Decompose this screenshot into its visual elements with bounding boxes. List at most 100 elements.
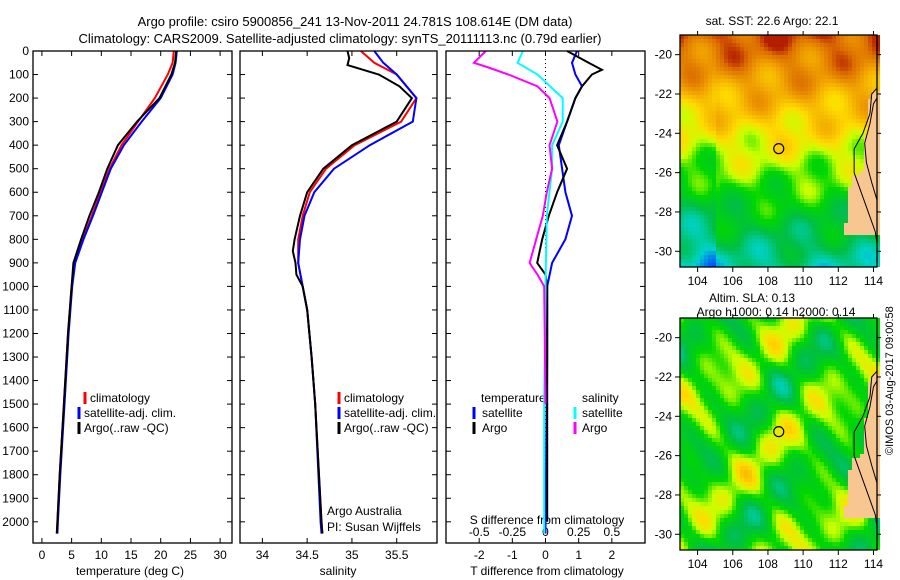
map-cell bbox=[708, 251, 712, 255]
map-cell bbox=[692, 55, 696, 59]
map-cell bbox=[812, 95, 816, 99]
map-cell bbox=[792, 255, 796, 259]
map-cell bbox=[696, 378, 700, 382]
map-cell bbox=[812, 223, 816, 227]
map-cell bbox=[840, 390, 844, 394]
map-cell bbox=[784, 438, 788, 442]
map-cell bbox=[764, 414, 768, 418]
map-cell bbox=[684, 418, 688, 422]
map-cell bbox=[768, 438, 772, 442]
map-cell bbox=[688, 227, 692, 231]
map-cell bbox=[868, 55, 872, 59]
map-cell bbox=[684, 243, 688, 247]
map-cell bbox=[872, 39, 876, 43]
map-cell bbox=[748, 171, 752, 175]
map-cell bbox=[796, 434, 800, 438]
map-cell bbox=[852, 215, 856, 219]
map-cell bbox=[768, 247, 772, 251]
map-cell bbox=[824, 127, 828, 131]
map-cell bbox=[788, 434, 792, 438]
map-cell bbox=[684, 207, 688, 211]
map-cell bbox=[792, 103, 796, 107]
map-cell bbox=[872, 71, 876, 75]
map-cell bbox=[780, 91, 784, 95]
map-cell bbox=[692, 119, 696, 123]
map-cell bbox=[720, 418, 724, 422]
map-cell bbox=[704, 139, 708, 143]
map-cell bbox=[720, 454, 724, 458]
map-cell bbox=[852, 326, 856, 330]
map-cell bbox=[712, 55, 716, 59]
map-cell bbox=[804, 247, 808, 251]
map-cell bbox=[740, 259, 744, 263]
map-cell bbox=[732, 374, 736, 378]
map-cell bbox=[696, 370, 700, 374]
map-cell bbox=[844, 338, 848, 342]
map-cell bbox=[820, 171, 824, 175]
sla-map-title-2: Argo h1000: 0.14 h2000: 0.14 bbox=[697, 305, 856, 319]
map-cell bbox=[860, 358, 864, 362]
map-cell bbox=[696, 386, 700, 390]
map-cell bbox=[844, 458, 848, 462]
x-tick-label: -1 bbox=[507, 548, 518, 562]
map-cell bbox=[692, 426, 696, 430]
map-cell bbox=[824, 187, 828, 191]
map-cell bbox=[708, 330, 712, 334]
map-cell bbox=[792, 370, 796, 374]
map-cell bbox=[684, 354, 688, 358]
map-cell bbox=[688, 67, 692, 71]
map-cell bbox=[764, 39, 768, 43]
map-cell bbox=[812, 63, 816, 67]
map-cell bbox=[760, 390, 764, 394]
map-cell bbox=[824, 430, 828, 434]
map-cell bbox=[696, 123, 700, 127]
map-cell bbox=[752, 47, 756, 51]
map-cell bbox=[776, 111, 780, 115]
map-cell bbox=[796, 398, 800, 402]
map-cell bbox=[828, 59, 832, 63]
map-cell bbox=[768, 179, 772, 183]
map-cell bbox=[708, 434, 712, 438]
map-cell bbox=[720, 67, 724, 71]
map-cell bbox=[692, 231, 696, 235]
map-cell bbox=[748, 354, 752, 358]
map-cell bbox=[832, 67, 836, 71]
map-cell bbox=[708, 183, 712, 187]
map-cell bbox=[824, 107, 828, 111]
map-cell bbox=[760, 446, 764, 450]
map-cell bbox=[760, 227, 764, 231]
map-cell bbox=[732, 342, 736, 346]
map-cell bbox=[772, 155, 776, 159]
x-tick-label: 5 bbox=[68, 548, 75, 562]
map-cell bbox=[684, 95, 688, 99]
map-cell bbox=[840, 414, 844, 418]
map-cell bbox=[876, 394, 880, 398]
map-cell bbox=[848, 398, 852, 402]
map-cell bbox=[788, 414, 792, 418]
map-cell bbox=[820, 386, 824, 390]
map-cell bbox=[788, 219, 792, 223]
map-cell bbox=[776, 163, 780, 167]
map-cell bbox=[724, 199, 728, 203]
map-cell bbox=[768, 318, 772, 322]
map-cell bbox=[820, 414, 824, 418]
map-cell bbox=[732, 43, 736, 47]
map-cell bbox=[736, 139, 740, 143]
map-cell bbox=[852, 203, 856, 207]
map-cell bbox=[720, 215, 724, 219]
map-cell bbox=[756, 111, 760, 115]
map-cell bbox=[844, 406, 848, 410]
map-cell bbox=[680, 434, 684, 438]
map-cell bbox=[820, 119, 824, 123]
map-cell bbox=[844, 195, 848, 199]
map-cell bbox=[836, 446, 840, 450]
map-cell bbox=[836, 235, 840, 239]
map-cell bbox=[788, 394, 792, 398]
map-cell bbox=[848, 187, 852, 191]
map-cell bbox=[692, 342, 696, 346]
map-cell bbox=[784, 382, 788, 386]
map-cell bbox=[712, 163, 716, 167]
map-cell bbox=[704, 454, 708, 458]
map-cell bbox=[732, 326, 736, 330]
y-tick-label: 1200 bbox=[2, 326, 29, 340]
